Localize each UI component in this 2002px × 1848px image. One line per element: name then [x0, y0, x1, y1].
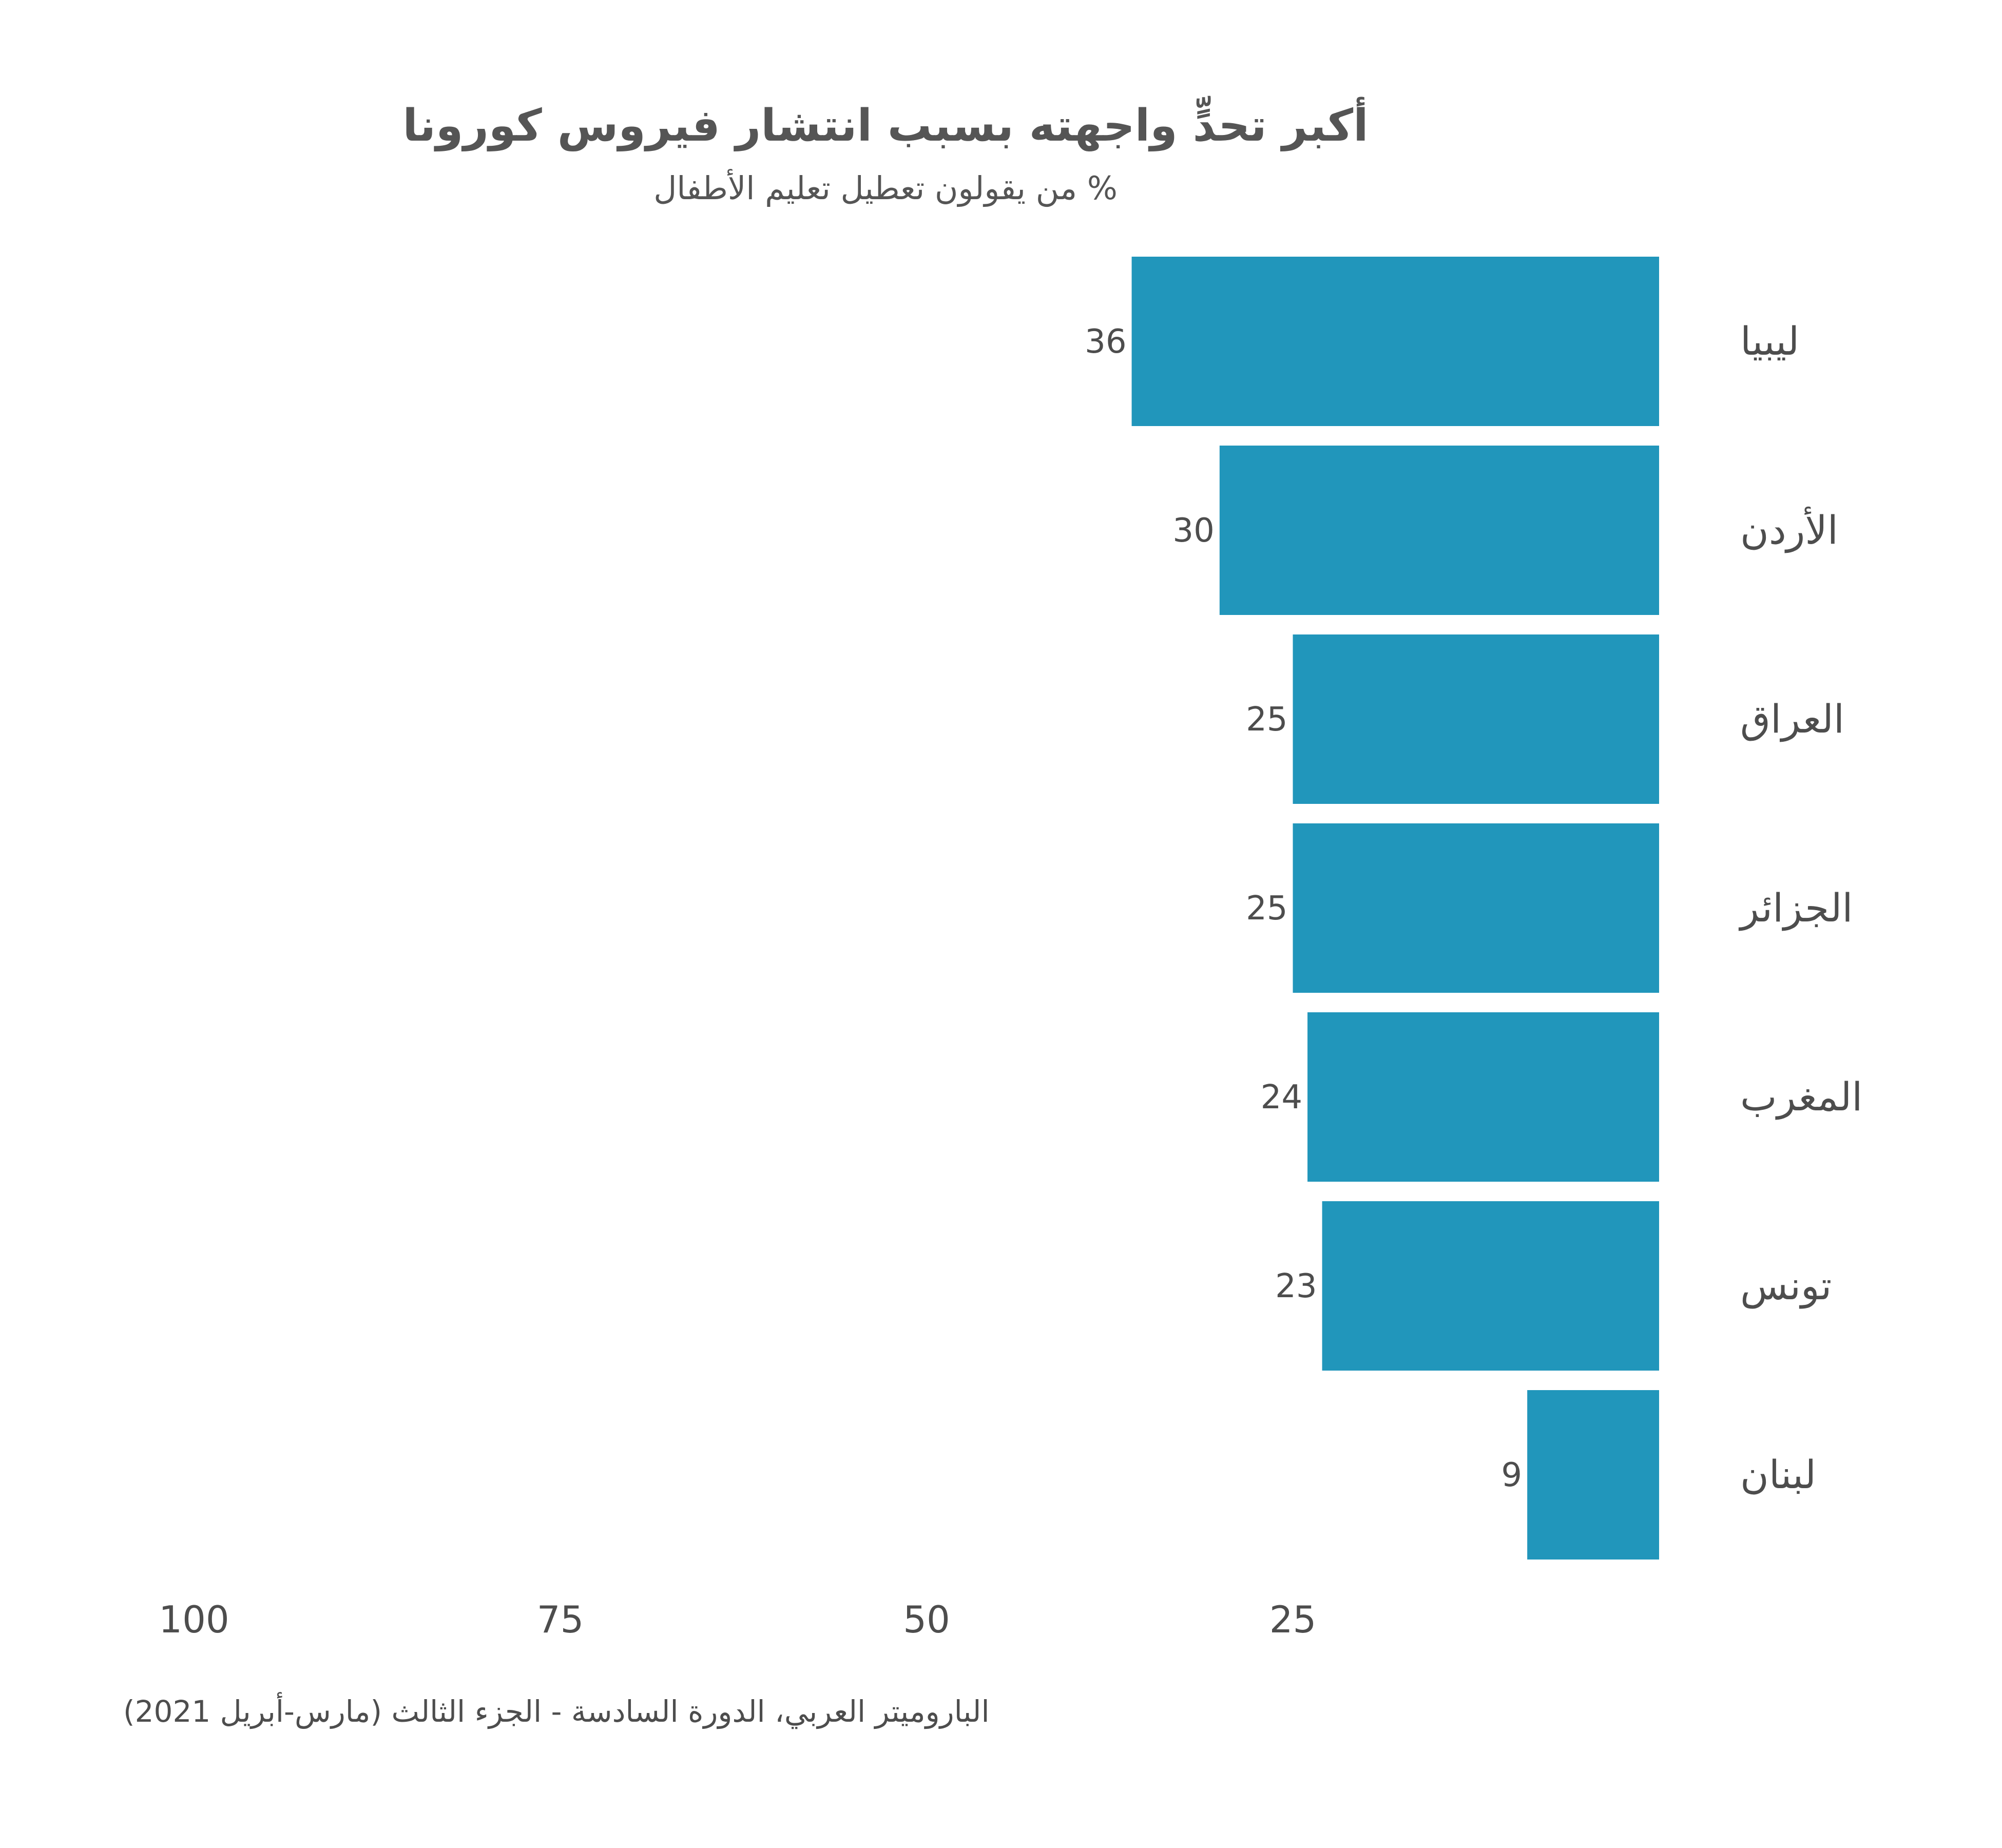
x-tick-label: 75	[537, 1598, 584, 1641]
bar	[1307, 1012, 1659, 1182]
x-tick-label: 50	[903, 1598, 950, 1641]
chart-title: أكبر تحدٍّ واجهته بسبب انتشار فيروس كورو…	[402, 100, 1369, 151]
chart-subtitle: % من يقولون تعطيل تعليم الأطفال	[653, 169, 1118, 207]
category-label: تونس	[1740, 1263, 1832, 1309]
bar	[1293, 823, 1659, 993]
value-label: 30	[1172, 512, 1214, 550]
value-label: 24	[1261, 1079, 1302, 1116]
x-tick-label: 25	[1269, 1598, 1317, 1641]
value-labels: 36 30 25 25 24 23 9	[1085, 323, 1522, 1494]
bars	[1131, 257, 1659, 1560]
bar	[1527, 1390, 1659, 1560]
value-label: 36	[1085, 323, 1126, 361]
category-labels: ليبيا الأردن العراق الجزائر المغرب تونس لبنان	[1738, 318, 1862, 1497]
value-label: 25	[1246, 701, 1287, 739]
bar	[1219, 446, 1659, 615]
value-label: 23	[1275, 1267, 1317, 1305]
value-label: 25	[1246, 890, 1287, 928]
source-note: الباروميتر العربي، الدورة السادسة - الجز…	[123, 1694, 990, 1729]
category-label: الأردن	[1740, 507, 1838, 553]
bar	[1131, 257, 1659, 426]
x-axis-ticks: 100 75 50 25	[159, 1598, 1316, 1641]
category-label: الجزائر	[1738, 885, 1853, 931]
x-tick-label: 100	[159, 1598, 229, 1641]
bar	[1293, 634, 1659, 804]
value-label: 9	[1501, 1456, 1522, 1494]
category-label: لبنان	[1740, 1452, 1816, 1497]
bar	[1322, 1201, 1659, 1371]
category-label: المغرب	[1740, 1074, 1862, 1120]
category-label: العراق	[1740, 696, 1844, 742]
category-label: ليبيا	[1740, 318, 1799, 364]
